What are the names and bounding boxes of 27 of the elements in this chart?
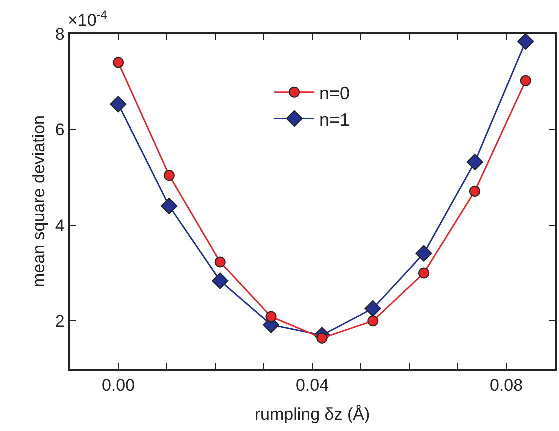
x-axis-title: rumpling δz (Å): [254, 405, 370, 424]
text: ×10$^{-4}$: [68, 8, 108, 30]
legend-label: n=1: [320, 110, 350, 130]
point: [416, 245, 432, 262]
point: [212, 272, 229, 290]
point: [364, 300, 382, 317]
legend-label: n=0: [320, 83, 350, 104]
point: [518, 33, 534, 50]
point: [368, 316, 379, 327]
point: [164, 170, 175, 182]
point: [520, 75, 532, 86]
y-tick-label: 4: [55, 216, 65, 236]
x-tick-label: 0.04: [296, 376, 330, 396]
y-tick-label: 2: [55, 312, 65, 332]
y-tick-label: 6: [55, 120, 65, 140]
y-tick-label: 8: [55, 24, 65, 44]
point: [418, 268, 430, 279]
point: [266, 311, 277, 322]
point: [469, 186, 480, 197]
x-tick-label: 0.08: [490, 376, 524, 396]
point: [110, 96, 127, 113]
point: [466, 154, 484, 171]
point: [113, 57, 124, 68]
point: [214, 256, 226, 268]
point: [161, 198, 178, 215]
text: 0.00: [102, 376, 136, 396]
y-axis-title: mean square deviation: [29, 115, 48, 288]
